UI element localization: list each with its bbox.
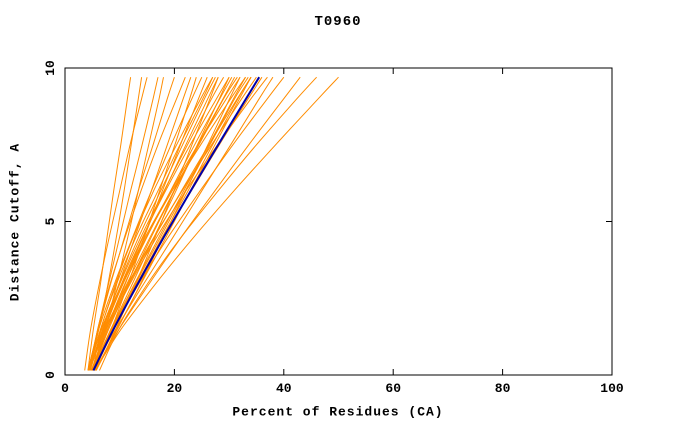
y-tick-label: 5 <box>43 217 58 225</box>
x-tick-label: 100 <box>600 381 624 396</box>
reference-curve <box>92 76 261 371</box>
model-curve <box>89 77 186 371</box>
model-curve <box>87 76 203 371</box>
model-curve <box>94 76 301 371</box>
y-axis-label: Distance Cutoff, A <box>7 142 23 302</box>
x-axis-label: Percent of Residues (CA) <box>232 404 444 420</box>
chart-title: T0960 <box>314 14 362 30</box>
x-tick-label: 0 <box>61 381 69 396</box>
model-curve <box>87 76 241 371</box>
model-curve <box>94 76 339 371</box>
x-tick-label: 40 <box>276 381 292 396</box>
model-curve <box>88 76 214 371</box>
model-curve <box>90 76 233 371</box>
model-curve <box>88 76 257 371</box>
model-curve <box>89 76 216 371</box>
x-tick-label: 80 <box>495 381 511 396</box>
model-curve <box>91 76 238 371</box>
model-curve <box>90 76 274 371</box>
plot-frame <box>64 67 613 376</box>
model-curve <box>92 76 230 371</box>
model-curve <box>87 77 132 371</box>
model-curve <box>99 76 317 371</box>
x-tick-label: 20 <box>167 381 183 396</box>
y-tick-label: 0 <box>43 371 58 379</box>
model-curve <box>92 76 268 371</box>
x-tick-label: 60 <box>385 381 401 396</box>
model-curve <box>87 77 175 371</box>
model-curve <box>84 77 148 371</box>
y-tick-label: 10 <box>43 60 58 76</box>
